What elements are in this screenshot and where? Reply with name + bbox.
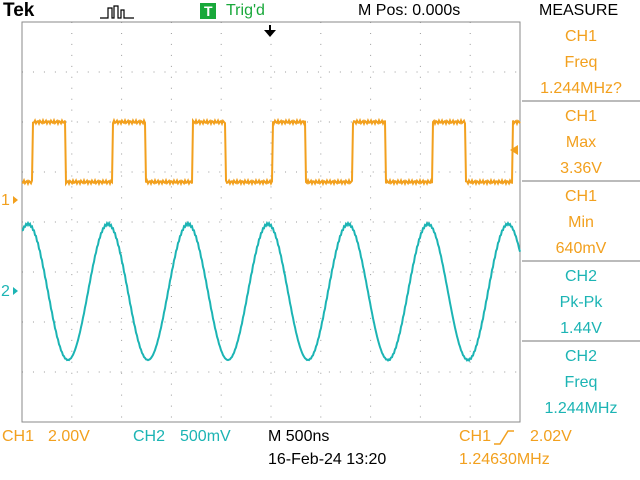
graticule-border	[21, 21, 521, 423]
measurement-label: Freq	[564, 374, 598, 391]
measurement-value: 1.244MHz?	[540, 80, 622, 97]
measurement-value: 1.44V	[560, 320, 602, 337]
trigger-source: CH1	[459, 428, 492, 445]
ch1-scale: 2.00V	[48, 428, 90, 445]
measurement-label: Min	[568, 214, 594, 231]
measurement[interactable]: CH2 Pk-Pk 1.44V	[522, 262, 640, 340]
measurement-label: Max	[565, 134, 597, 151]
trigger-status: Trig'd	[226, 2, 265, 19]
ch1-name: CH1	[2, 428, 35, 445]
timebase: M 500ns	[268, 428, 330, 445]
measurement-source: CH2	[564, 348, 597, 365]
measurement[interactable]: CH1 Freq 1.244MHz?	[522, 22, 640, 100]
ch2-waveform	[21, 220, 521, 363]
ch1-waveform	[21, 117, 521, 187]
measurement-source: CH1	[564, 188, 597, 205]
timestamp: 16-Feb-24 13:20	[268, 451, 387, 468]
trigger-frequency: 1.24630MHz	[459, 451, 550, 468]
measurement-label: Pk-Pk	[559, 294, 603, 311]
ch2-scale: 500mV	[180, 428, 231, 445]
measurement-value: 1.244MHz	[544, 400, 618, 417]
measurement-source: CH1	[564, 108, 597, 125]
measurement-source: CH2	[564, 268, 597, 285]
measurement[interactable]: CH1 Min 640mV	[522, 182, 640, 260]
measurement[interactable]: CH1 Max 3.36V	[522, 102, 640, 180]
ch2-marker: 2	[1, 283, 10, 300]
menu-title: MEASURE	[539, 2, 619, 19]
brand: Tek	[3, 0, 35, 21]
horizontal-position: M Pos: 0.000s	[358, 2, 461, 19]
measurement-source: CH1	[564, 28, 597, 45]
trigger-level: 2.02V	[530, 428, 572, 445]
trigger-badge: T	[204, 3, 213, 19]
ch1-marker: 1	[1, 192, 10, 209]
measurement-value: 3.36V	[560, 160, 602, 177]
ch2-name: CH2	[133, 428, 166, 445]
measurement-value: 640mV	[555, 240, 607, 257]
measurement[interactable]: CH2 Freq 1.244MHz	[522, 342, 640, 420]
measurement-label: Freq	[564, 54, 598, 71]
